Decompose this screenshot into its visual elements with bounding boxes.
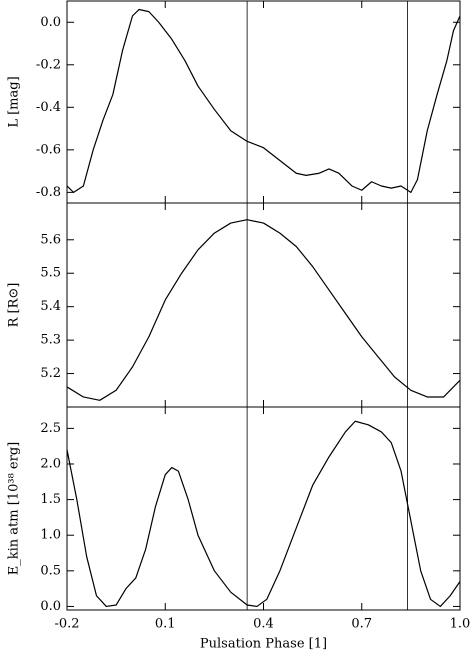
y-tick-label: 5.6 bbox=[40, 232, 61, 247]
y-tick-label: -0.8 bbox=[36, 185, 61, 200]
y-axis-label: L [mag] bbox=[7, 76, 22, 127]
y-tick-label: 0.0 bbox=[40, 599, 61, 614]
x-tick-label: 1.0 bbox=[450, 617, 471, 632]
y-axis-label: R [R⊙] bbox=[7, 283, 22, 328]
y-tick-label: 0.0 bbox=[40, 15, 61, 30]
y-tick-label: 5.2 bbox=[40, 366, 61, 381]
x-tick-label: 0.7 bbox=[351, 617, 372, 632]
plot-frame bbox=[66, 406, 461, 611]
y-axis-label: E_kin atm [10³⁸ erg] bbox=[7, 442, 22, 575]
data-line bbox=[66, 8, 461, 193]
x-tick-label: -0.2 bbox=[54, 617, 79, 632]
data-line bbox=[66, 219, 461, 401]
data-line bbox=[66, 420, 461, 608]
y-tick-label: -0.2 bbox=[36, 57, 61, 72]
x-axis-label: Pulsation Phase [1] bbox=[200, 637, 327, 652]
y-tick-label: 1.5 bbox=[40, 492, 61, 507]
y-tick-label: -0.6 bbox=[36, 142, 61, 157]
y-tick-label: 5.5 bbox=[40, 266, 61, 281]
y-tick-label: 5.3 bbox=[40, 333, 61, 348]
y-tick-label: 1.0 bbox=[40, 528, 61, 543]
x-tick-label: 0.1 bbox=[155, 617, 176, 632]
y-tick-label: -0.4 bbox=[36, 100, 61, 115]
y-tick-label: 5.4 bbox=[40, 299, 61, 314]
plot-frame bbox=[66, 0, 461, 204]
x-tick-label: 0.4 bbox=[253, 617, 274, 632]
y-tick-label: 0.5 bbox=[40, 563, 61, 578]
y-tick-label: 2.0 bbox=[40, 456, 61, 471]
y-tick-label: 2.5 bbox=[40, 421, 61, 436]
